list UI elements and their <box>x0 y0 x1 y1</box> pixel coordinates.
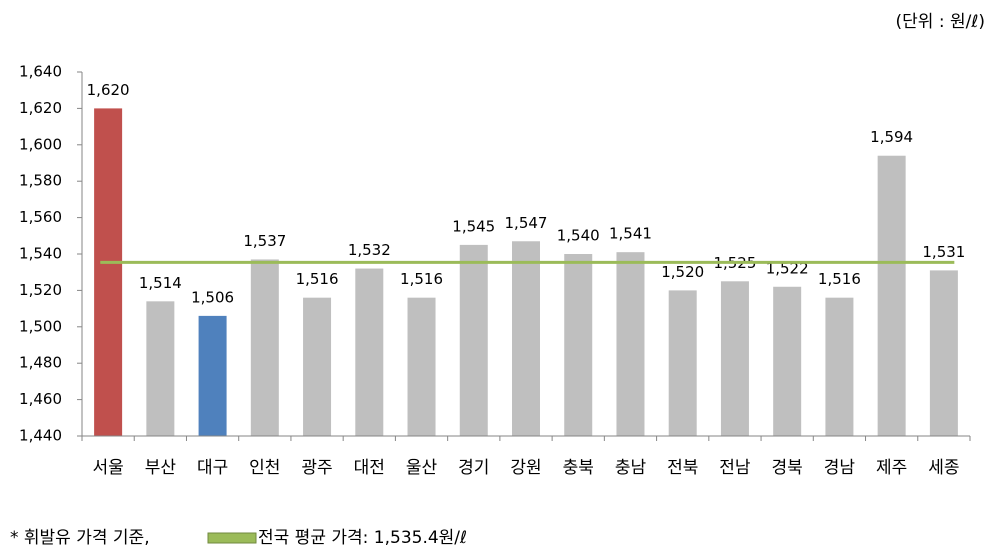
value-label: 1,541 <box>609 225 652 243</box>
bar <box>355 268 384 436</box>
x-tick-label: 인천 <box>249 458 280 478</box>
x-tick-label: 충남 <box>615 458 647 478</box>
x-tick-label: 세종 <box>928 458 959 478</box>
legend-label: 전국 평균 가격: 1,535.4원/ℓ <box>258 528 467 548</box>
x-tick-label: 강원 <box>510 458 541 478</box>
bar <box>929 270 958 436</box>
x-tick-label: 대구 <box>197 458 228 478</box>
bar <box>94 108 123 437</box>
x-tick-label: 경남 <box>824 458 856 478</box>
y-tick-label: 1,600 <box>19 135 62 153</box>
bar <box>616 252 645 436</box>
value-label: 1,516 <box>818 270 861 288</box>
bar <box>825 297 854 436</box>
value-label: 1,516 <box>296 270 339 288</box>
unit-label: (단위 : 원/ℓ) <box>896 12 985 32</box>
y-tick-label: 1,460 <box>19 390 62 408</box>
bar <box>303 297 332 436</box>
bar <box>459 244 488 436</box>
y-tick-label: 1,440 <box>19 427 62 445</box>
bar <box>773 286 802 436</box>
x-tick-label: 서울 <box>92 458 123 478</box>
bar <box>668 290 697 436</box>
bar <box>250 259 279 436</box>
bar <box>512 241 540 436</box>
bar <box>564 254 593 436</box>
y-tick-label: 1,580 <box>19 172 62 190</box>
bar <box>407 297 436 436</box>
value-label: 1,540 <box>557 227 600 245</box>
legend-swatch <box>207 532 257 544</box>
x-tick-label: 제주 <box>876 458 907 478</box>
x-tick-label: 전남 <box>719 458 751 478</box>
y-tick-label: 1,540 <box>19 245 62 263</box>
bar <box>720 281 749 436</box>
y-tick-label: 1,640 <box>19 63 62 81</box>
x-tick-label: 부산 <box>145 458 177 478</box>
x-tick-label: 경기 <box>458 458 489 478</box>
x-tick-label: 광주 <box>301 458 332 478</box>
x-tick-label: 전북 <box>667 458 698 478</box>
bar <box>877 155 906 436</box>
value-label: 1,532 <box>348 241 391 259</box>
value-label: 1,514 <box>139 274 182 292</box>
bar <box>146 301 175 436</box>
value-label: 1,537 <box>243 232 286 250</box>
value-label: 1,516 <box>400 270 443 288</box>
value-label: 1,531 <box>922 243 965 261</box>
value-label: 1,506 <box>191 288 234 306</box>
footnote: * 휘발유 가격 기준, <box>10 528 150 548</box>
y-tick-label: 1,500 <box>19 317 62 335</box>
value-label: 1,545 <box>452 217 495 235</box>
value-label: 1,594 <box>870 128 913 146</box>
value-label: 1,547 <box>505 214 548 232</box>
y-tick-label: 1,620 <box>19 99 62 117</box>
x-tick-label: 울산 <box>406 458 438 478</box>
value-label: 1,620 <box>87 81 130 99</box>
bar <box>198 315 227 436</box>
x-tick-label: 경북 <box>772 458 803 478</box>
y-tick-label: 1,480 <box>19 354 62 372</box>
value-label: 1,520 <box>661 263 704 281</box>
x-tick-label: 대전 <box>354 458 385 478</box>
y-tick-label: 1,520 <box>19 281 62 299</box>
x-tick-label: 충북 <box>563 458 594 478</box>
y-tick-label: 1,560 <box>19 208 62 226</box>
